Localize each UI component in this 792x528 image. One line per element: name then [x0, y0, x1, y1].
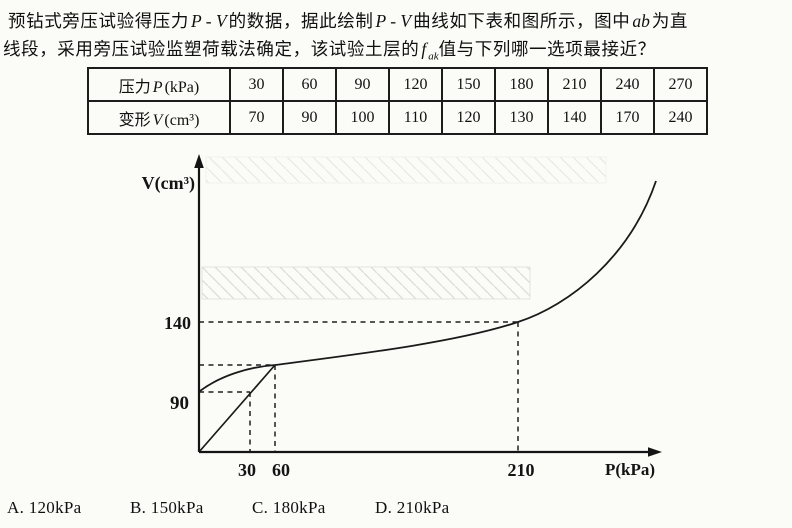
ytick-140: 140	[164, 313, 191, 333]
table-cell: 90	[335, 67, 390, 102]
table-cell: 30	[229, 67, 284, 102]
x-axis-arrow-icon	[648, 447, 662, 457]
table-cell: 170	[600, 100, 655, 135]
table-cell: 60	[282, 67, 337, 102]
option-d: D. 210kPa	[375, 498, 450, 517]
question-line-1: 预钻式旁压试验得压力 P - V 的数据，据此绘制 P - V 曲线如下表和图所示，图中…	[8, 11, 689, 31]
axes	[194, 154, 662, 457]
dashed-guides	[199, 321, 519, 452]
pv-chart-figure: V(cm³) 140 90 30 60 210 P(kPa)	[0, 150, 792, 490]
ab-straight-line	[198, 364, 276, 453]
symbol-V: V	[152, 111, 163, 129]
math-pv: P - V	[375, 11, 412, 31]
pv-chart-svg: V(cm³) 140 90 30 60 210 P(kPa)	[142, 154, 662, 480]
table-cell: 210	[547, 67, 602, 102]
table-cell: 120	[441, 100, 496, 135]
option-b: B. 150kPa	[130, 498, 204, 517]
y-axis-arrow-icon	[194, 154, 204, 168]
bleed-through-hatch	[201, 156, 607, 300]
pv-curve	[199, 180, 657, 392]
table-cell: 270	[653, 67, 708, 102]
volume-row-header: 变形 V (cm³)	[87, 100, 231, 135]
table-cell: 130	[494, 100, 549, 135]
xtick-210: 210	[508, 460, 535, 480]
question-line-2: 线段，采用旁压试验监塑荷载法确定，该试验土层的 f ak值与下列哪一选项最接近？	[3, 39, 656, 63]
math-pv: P - V	[191, 11, 227, 31]
x-axis-label: P(kPa)	[605, 460, 655, 479]
table-cell: 100	[335, 100, 390, 135]
xtick-30: 30	[238, 460, 256, 480]
math-ab: ab	[632, 11, 650, 31]
pressure-row-header: 压力 P (kPa)	[87, 67, 231, 102]
y-axis-label: V(cm³)	[142, 173, 195, 194]
option-a: A. 120kPa	[7, 498, 82, 517]
option-c: C. 180kPa	[252, 498, 326, 517]
math-f-subscript: ak	[428, 50, 439, 63]
table-cell: 140	[547, 100, 602, 135]
table-cell: 120	[388, 67, 443, 102]
table-cell: 180	[494, 67, 549, 102]
table-cell: 90	[282, 100, 337, 135]
symbol-P: P	[152, 78, 163, 96]
pressure-row: 压力 P (kPa) 30 60 90 120 150 180 210 240 27…	[87, 67, 708, 102]
math-f: f	[421, 39, 427, 59]
volume-row: 变形 V (cm³) 70 90 100 110 120 130 140 170 2…	[87, 100, 708, 135]
xtick-60: 60	[272, 460, 290, 480]
table-cell: 240	[653, 100, 708, 135]
table-cell: 240	[600, 67, 655, 102]
question-text: 预钻式旁压试验得压力	[8, 11, 189, 31]
table-cell: 70	[229, 100, 284, 135]
pv-data-table: 压力 P (kPa) 30 60 90 120 150 180 210 240 27…	[87, 67, 708, 135]
table-cell: 150	[441, 67, 496, 102]
table-cell: 110	[388, 100, 443, 135]
ytick-90: 90	[170, 393, 189, 414]
